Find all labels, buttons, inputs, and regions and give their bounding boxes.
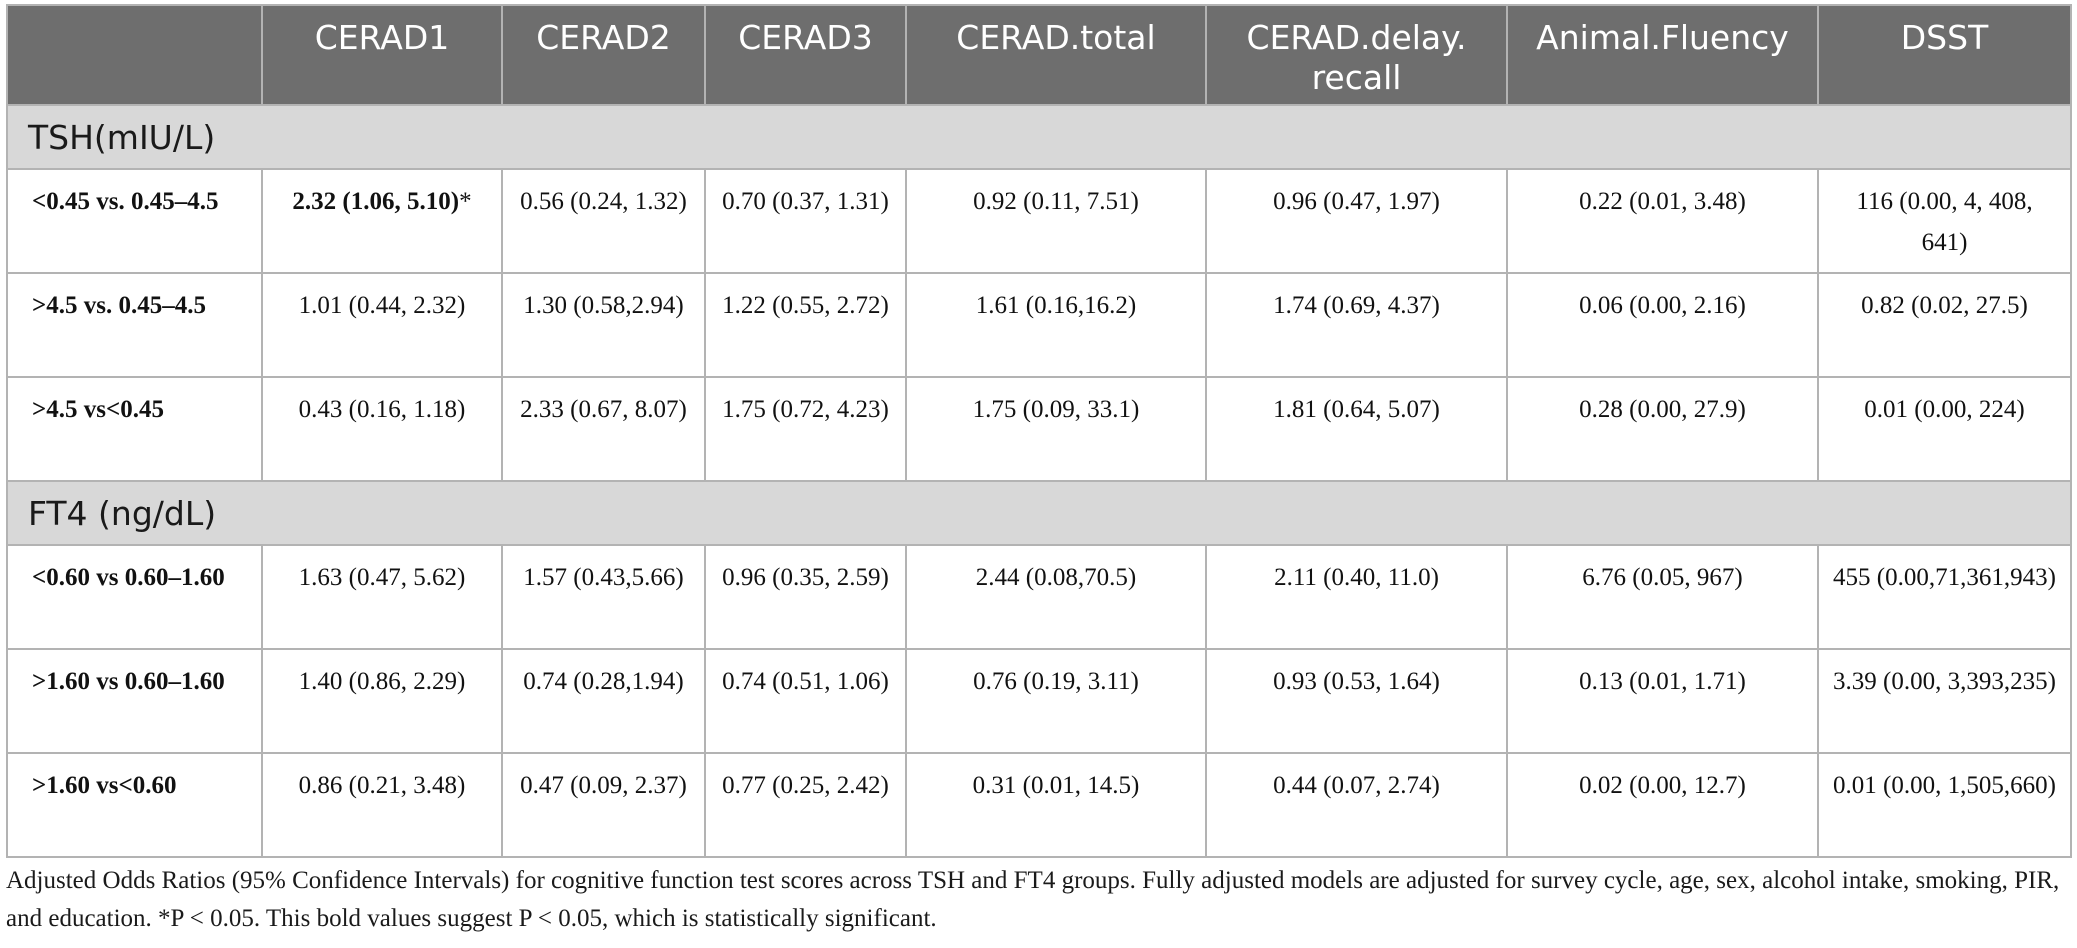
table-row: <0.45 vs. 0.45–4.5 2.32 (1.06, 5.10)* 0.…	[6, 168, 2072, 274]
header-cell-cerad3: CERAD3	[704, 4, 907, 106]
table-cell: 0.01 (0.00, 1,505,660)	[1817, 752, 2072, 858]
header-cell-cerad2: CERAD2	[501, 4, 706, 106]
table-cell: 455 (0.00,71,361,943)	[1817, 544, 2072, 650]
table-row: >4.5 vs<0.45 0.43 (0.16, 1.18) 2.33 (0.6…	[6, 376, 2072, 482]
table-cell: 0.70 (0.37, 1.31)	[704, 168, 907, 274]
table-row: <0.60 vs 0.60–1.60 1.63 (0.47, 5.62) 1.5…	[6, 544, 2072, 650]
table-row: >4.5 vs. 0.45–4.5 1.01 (0.44, 2.32) 1.30…	[6, 272, 2072, 378]
table-cell: 0.01 (0.00, 224)	[1817, 376, 2072, 482]
table-cell: 0.13 (0.01, 1.71)	[1506, 648, 1819, 754]
table-cell: 2.11 (0.40, 11.0)	[1205, 544, 1508, 650]
header-cell-cerad1: CERAD1	[261, 4, 503, 106]
table-cell: 0.82 (0.02, 27.5)	[1817, 272, 2072, 378]
header-cell-cerad-total: CERAD.total	[905, 4, 1207, 106]
table-cell: 0.22 (0.01, 3.48)	[1506, 168, 1819, 274]
table-cell: 2.33 (0.67, 8.07)	[501, 376, 706, 482]
header-cell-cerad-delay-recall: CERAD.delay. recall	[1205, 4, 1508, 106]
group-label: TSH(mIU/L)	[6, 104, 2072, 170]
table-cell: 0.74 (0.51, 1.06)	[704, 648, 907, 754]
table-cell: 0.77 (0.25, 2.42)	[704, 752, 907, 858]
table-cell: 0.92 (0.11, 7.51)	[905, 168, 1207, 274]
table-cell: 0.28 (0.00, 27.9)	[1506, 376, 1819, 482]
row-label: >1.60 vs 0.60–1.60	[6, 648, 263, 754]
table-cell: 116 (0.00, 4, 408, 641)	[1817, 168, 2072, 274]
table-cell: 0.44 (0.07, 2.74)	[1205, 752, 1508, 858]
table-cell: 1.74 (0.69, 4.37)	[1205, 272, 1508, 378]
table-row: >1.60 vs 0.60–1.60 1.40 (0.86, 2.29) 0.7…	[6, 648, 2072, 754]
table-container: CERAD1 CERAD2 CERAD3 CERAD.total CERAD.d…	[6, 4, 2072, 858]
group-label: FT4 (ng/dL)	[6, 480, 2072, 546]
table-cell: 1.22 (0.55, 2.72)	[704, 272, 907, 378]
table-cell: 1.75 (0.09, 33.1)	[905, 376, 1207, 482]
header-row: CERAD1 CERAD2 CERAD3 CERAD.total CERAD.d…	[6, 4, 2072, 106]
table-cell: 1.57 (0.43,5.66)	[501, 544, 706, 650]
table-cell: 0.93 (0.53, 1.64)	[1205, 648, 1508, 754]
table-cell: 0.56 (0.24, 1.32)	[501, 168, 706, 274]
table-cell: 1.30 (0.58,2.94)	[501, 272, 706, 378]
group-row-ft4: FT4 (ng/dL)	[6, 480, 2072, 546]
table-cell: 0.06 (0.00, 2.16)	[1506, 272, 1819, 378]
table-cell: 0.47 (0.09, 2.37)	[501, 752, 706, 858]
table-cell: 1.81 (0.64, 5.07)	[1205, 376, 1508, 482]
table-cell: 0.74 (0.28,1.94)	[501, 648, 706, 754]
significant-value: 2.32 (1.06, 5.10)	[292, 188, 460, 215]
row-label: >4.5 vs. 0.45–4.5	[6, 272, 263, 378]
table-cell: 1.75 (0.72, 4.23)	[704, 376, 907, 482]
table-row: >1.60 vs<0.60 0.86 (0.21, 3.48) 0.47 (0.…	[6, 752, 2072, 858]
table-cell: 1.01 (0.44, 2.32)	[261, 272, 503, 378]
table-cell: 2.44 (0.08,70.5)	[905, 544, 1207, 650]
row-label: <0.45 vs. 0.45–4.5	[6, 168, 263, 274]
table-cell: 0.96 (0.35, 2.59)	[704, 544, 907, 650]
table-cell: 3.39 (0.00, 3,393,235)	[1817, 648, 2072, 754]
row-label: >1.60 vs<0.60	[6, 752, 263, 858]
table-cell: 0.31 (0.01, 14.5)	[905, 752, 1207, 858]
table-cell: 6.76 (0.05, 967)	[1506, 544, 1819, 650]
table-cell: 2.32 (1.06, 5.10)*	[261, 168, 503, 274]
group-row-tsh: TSH(mIU/L)	[6, 104, 2072, 170]
table-cell: 1.61 (0.16,16.2)	[905, 272, 1207, 378]
header-cell-corner	[6, 4, 263, 106]
row-label: <0.60 vs 0.60–1.60	[6, 544, 263, 650]
table-cell: 0.02 (0.00, 12.7)	[1506, 752, 1819, 858]
table-cell: 0.86 (0.21, 3.48)	[261, 752, 503, 858]
table-cell: 0.76 (0.19, 3.11)	[905, 648, 1207, 754]
table-cell: 0.43 (0.16, 1.18)	[261, 376, 503, 482]
header-cell-animal-fluency: Animal.Fluency	[1506, 4, 1819, 106]
table-cell: 1.40 (0.86, 2.29)	[261, 648, 503, 754]
row-label: >4.5 vs<0.45	[6, 376, 263, 482]
header-cell-dsst: DSST	[1817, 4, 2072, 106]
table-cell: 0.96 (0.47, 1.97)	[1205, 168, 1508, 274]
table-cell: 1.63 (0.47, 5.62)	[261, 544, 503, 650]
table-footnote: Adjusted Odds Ratios (95% Confidence Int…	[6, 867, 2060, 932]
odds-ratio-table: CERAD1 CERAD2 CERAD3 CERAD.total CERAD.d…	[6, 4, 2072, 858]
significance-marker: *	[459, 188, 472, 215]
